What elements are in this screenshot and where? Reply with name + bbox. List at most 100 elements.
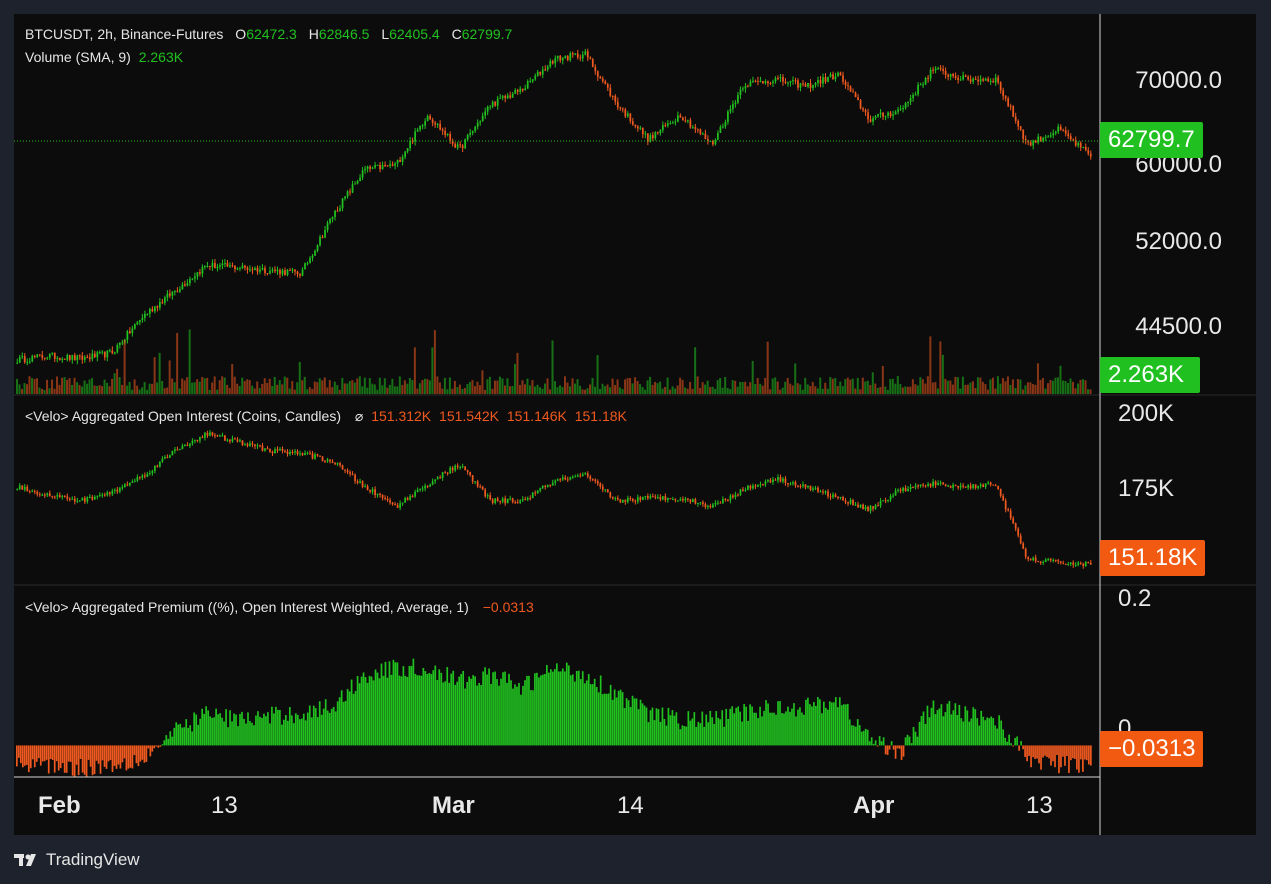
oi-candle: [692, 499, 694, 503]
volume-bar: [103, 379, 106, 394]
volume-bar: [934, 382, 937, 394]
premium-bar: [1062, 745, 1064, 757]
premium-bar: [930, 707, 933, 746]
premium-bar: [649, 710, 652, 746]
oi-candle: [957, 485, 960, 488]
price-candle: [156, 306, 159, 308]
premium-bar: [117, 745, 120, 765]
chart-frame[interactable]: BTCUSDT, 2h, Binance-Futures O62472.3 H6…: [14, 14, 1256, 835]
premium-bar: [392, 659, 395, 746]
volume-bar: [196, 379, 199, 394]
volume-bar: [1004, 381, 1007, 394]
premium-bar: [187, 727, 190, 746]
premium-bar: [342, 701, 345, 746]
chart-canvas[interactable]: [14, 14, 1256, 835]
price-candle: [929, 69, 932, 79]
premium-bar: [151, 745, 154, 752]
premium-bar: [677, 723, 680, 746]
price-candle: [659, 130, 662, 134]
price-candle: [406, 148, 409, 152]
price-candle: [481, 115, 484, 122]
oi-candle: [209, 432, 211, 436]
oi-candle: [409, 496, 411, 500]
price-candle: [261, 268, 264, 270]
price-candle: [817, 80, 819, 83]
volume-bar: [386, 387, 389, 394]
oi-candle: [319, 455, 321, 457]
tradingview-logo[interactable]: TradingView: [14, 850, 140, 870]
x-label-apr: Apr: [853, 792, 895, 819]
premium-bar: [183, 727, 186, 746]
price-candle: [291, 269, 294, 271]
price-candle: [626, 113, 629, 117]
volume-label: Volume (SMA, 9): [25, 49, 131, 65]
price-candle: [939, 67, 942, 70]
oi-candle: [827, 491, 829, 497]
premium-bar: [757, 718, 759, 746]
price-candle: [616, 101, 619, 108]
oi-candle: [489, 495, 492, 500]
oi-candle: [794, 482, 797, 486]
volume-bar: [443, 377, 446, 394]
premium-legend[interactable]: <Velo> Aggregated Premium ((%), Open Int…: [25, 599, 538, 615]
price-candle: [977, 79, 980, 82]
premium-bar: [492, 672, 494, 746]
volume-bar: [206, 377, 209, 394]
price-candle: [128, 331, 131, 334]
volume-bar: [1054, 377, 1057, 394]
premium-bar: [428, 672, 431, 746]
premium-bar: [368, 675, 371, 746]
oi-candle: [724, 498, 727, 501]
oi-candle: [772, 479, 774, 483]
oi-candle: [1017, 528, 1020, 536]
price-candle: [894, 111, 897, 115]
premium-bar: [476, 685, 478, 746]
premium-bar: [358, 683, 361, 746]
price-candle: [459, 144, 462, 146]
premium-bar: [826, 709, 829, 746]
price-candle: [619, 107, 622, 109]
price-candle: [326, 223, 329, 231]
premium-bar: [807, 697, 809, 746]
premium-bar: [697, 721, 700, 746]
premium-bar: [848, 719, 851, 746]
price-candle: [1034, 140, 1037, 143]
premium-bar: [109, 745, 112, 761]
price-candle: [199, 272, 201, 274]
oi-candle: [51, 496, 54, 498]
oi-candle: [424, 485, 427, 489]
oi-candle: [464, 466, 467, 471]
volume-bar: [161, 381, 164, 394]
volume-bar: [686, 388, 689, 394]
volume-bar: [308, 387, 311, 394]
oi-candle: [349, 472, 351, 474]
volume-bar: [584, 389, 587, 394]
symbol-legend[interactable]: BTCUSDT, 2h, Binance-Futures O62472.3 H6…: [25, 26, 516, 42]
volume-bar: [1014, 387, 1017, 394]
oi-candle: [259, 445, 261, 447]
oi-candle: [659, 497, 662, 500]
oi-legend[interactable]: <Velo> Aggregated Open Interest (Coins, …: [25, 408, 631, 425]
oi-value-3: 151.18K: [574, 408, 627, 424]
premium-bar: [173, 727, 176, 746]
premium-bar: [265, 716, 267, 746]
x-label-13-apr: 13: [1026, 792, 1053, 819]
volume-bar: [961, 376, 964, 394]
volume-bar: [579, 385, 582, 394]
premium-bar: [177, 724, 180, 746]
volume-bar: [548, 389, 551, 394]
price-candle: [63, 358, 66, 360]
volume-bar: [694, 347, 697, 394]
oi-candle: [386, 498, 389, 501]
premium-bar: [733, 713, 736, 746]
price-candle: [1079, 143, 1082, 148]
volume-legend[interactable]: Volume (SMA, 9) 2.263K: [25, 49, 187, 65]
volume-bar: [46, 379, 49, 394]
price-candle: [48, 353, 51, 358]
volume-value: 2.263K: [138, 49, 184, 65]
premium-bar: [984, 720, 987, 746]
oi-candle: [929, 484, 932, 487]
volume-bar: [624, 379, 627, 394]
volume-bar: [476, 381, 479, 394]
premium-bar: [386, 677, 389, 746]
